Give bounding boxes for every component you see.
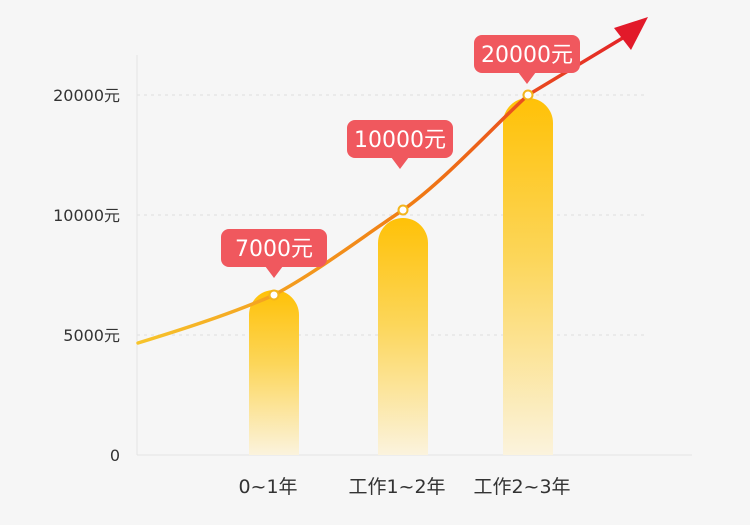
x-category-label: 工作2~3年 [473, 476, 570, 498]
trend-point [397, 204, 409, 216]
bubble-box [221, 229, 327, 267]
data-label: 7000元 [235, 237, 313, 262]
trend-point [268, 289, 280, 301]
bar [503, 98, 553, 455]
bubble-box [347, 120, 453, 158]
x-category-label: 0~1年 [238, 476, 297, 498]
data-label: 10000元 [354, 128, 446, 153]
bubble-pointer [265, 266, 283, 278]
y-tick-label: 5000元 [63, 326, 120, 345]
bars [249, 98, 553, 455]
bubble-pointer [518, 72, 536, 84]
trend-line [136, 17, 648, 345]
grid-lines [137, 94, 648, 336]
x-category-label: 工作1~2年 [348, 476, 445, 498]
y-tick-label: 10000元 [53, 206, 120, 225]
data-label-bubble: 20000元 [474, 35, 580, 84]
trend-arrow-head [614, 17, 648, 50]
bar [249, 290, 299, 455]
bubble-box [474, 35, 580, 73]
bar [378, 218, 428, 455]
data-label-bubble: 10000元 [347, 120, 453, 169]
trend-arrow-line [136, 34, 628, 345]
y-tick-label: 0 [110, 446, 120, 465]
data-labels: 7000元 10000元 20000元 [221, 35, 580, 278]
y-tick-label: 20000元 [53, 86, 120, 105]
data-label-bubble: 7000元 [221, 229, 327, 278]
data-label: 20000元 [481, 43, 573, 68]
trend-point [522, 89, 534, 101]
y-axis-ticks: 0 5000元 10000元 20000元 [53, 86, 120, 465]
bubble-pointer [391, 157, 409, 169]
x-axis-categories: 0~1年 工作1~2年 工作2~3年 [238, 476, 570, 498]
